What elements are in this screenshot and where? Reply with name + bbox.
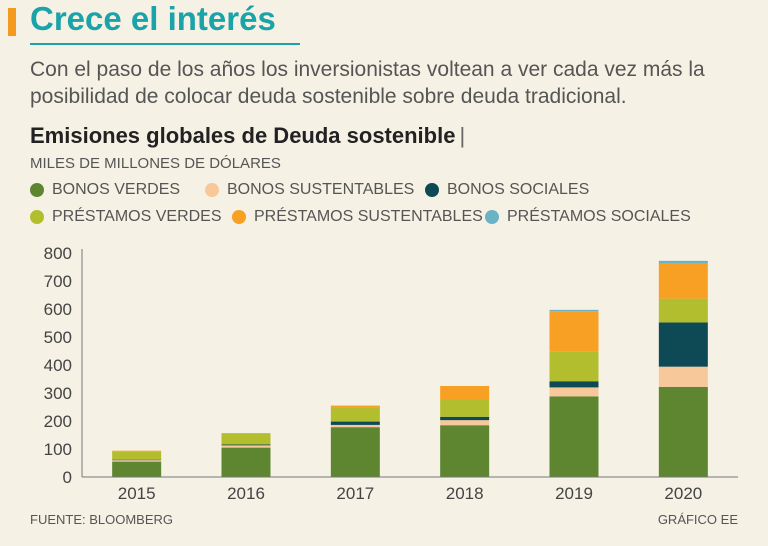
legend-label: BONOS SOCIALES: [447, 181, 590, 198]
legend-swatch: [30, 183, 44, 197]
page-title: Crece el interés: [30, 0, 276, 37]
legend-swatch: [30, 210, 44, 224]
legend-label: PRÉSTAMOS SOCIALES: [507, 208, 691, 225]
title-accent-bar: [8, 8, 16, 36]
bar-segment: [221, 444, 271, 446]
y-tick-label: 100: [44, 440, 72, 459]
legend-swatch: [205, 183, 219, 197]
y-tick-label: 200: [44, 412, 72, 431]
bar-segment: [440, 425, 490, 477]
legend-label: BONOS VERDES: [52, 181, 181, 198]
bar-segment: [549, 311, 599, 352]
bar-segment: [330, 421, 380, 425]
chart-units: MILES DE MILLONES DE DÓLARES: [30, 155, 281, 172]
legend-swatch: [425, 183, 439, 197]
bar-segment: [549, 396, 599, 477]
bar-segment: [112, 450, 162, 452]
bar-segment: [221, 433, 271, 434]
source-note: FUENTE: BLOOMBERG: [30, 512, 174, 527]
bar-segment: [549, 351, 599, 382]
bar-segment: [221, 433, 271, 445]
bar-segment: [112, 451, 162, 460]
legend-label: PRÉSTAMOS SUSTENTABLES: [254, 208, 483, 225]
bar-segment: [221, 445, 271, 448]
y-tick-label: 700: [44, 272, 72, 291]
legend-row-1: BONOS VERDES BONOS SUSTENTABLES BONOS SO…: [30, 181, 750, 199]
x-tick-label: 2018: [446, 484, 484, 503]
legend-item-bonos-sociales: BONOS SOCIALES: [425, 181, 589, 199]
chart-title: Emisiones globales de Deuda sostenible |: [30, 123, 465, 149]
y-tick-label: 0: [63, 468, 72, 487]
legend-item-prestamos-sustentables: PRÉSTAMOS SUSTENTABLES: [232, 208, 485, 226]
bar-segment: [549, 387, 599, 397]
bar-segment: [440, 420, 490, 426]
legend-label: BONOS SUSTENTABLES: [227, 181, 415, 198]
y-tick-label: 600: [44, 300, 72, 319]
chart-title-text: Emisiones globales de Deuda sostenible: [30, 123, 456, 148]
bar-segment: [549, 381, 599, 388]
legend-swatch: [485, 210, 499, 224]
x-tick-label: 2016: [227, 484, 265, 503]
bar-segment: [549, 309, 599, 312]
x-tick-label: 2019: [555, 484, 593, 503]
y-tick-label: 300: [44, 384, 72, 403]
page-subtitle: Con el paso de los años los inversionist…: [30, 58, 705, 108]
bar-segment: [112, 460, 162, 462]
bar-segment: [221, 447, 271, 477]
bar-segment: [658, 298, 708, 323]
y-tick-label: 400: [44, 356, 72, 375]
legend-label: PRÉSTAMOS VERDES: [52, 208, 222, 225]
bar-segment: [440, 386, 490, 400]
bar-segment: [112, 461, 162, 477]
legend-item-prestamos-sociales: PRÉSTAMOS SOCIALES: [485, 208, 691, 226]
legend-item-bonos-verdes: BONOS VERDES: [30, 181, 205, 199]
title-underline: [30, 43, 300, 45]
bar-segment: [440, 416, 490, 421]
bar-segment: [112, 459, 162, 461]
legend-item-bonos-sustentables: BONOS SUSTENTABLES: [205, 181, 425, 199]
bar-segment: [330, 407, 380, 422]
x-tick-label: 2017: [336, 484, 374, 503]
graphic-credit: GRÁFICO EE: [657, 512, 738, 527]
y-tick-label: 500: [44, 328, 72, 347]
bar-segment: [330, 405, 380, 408]
bar-segment: [330, 424, 380, 428]
y-tick-label: 800: [44, 244, 72, 263]
bar-segment: [658, 366, 708, 387]
x-tick-label: 2015: [118, 484, 156, 503]
bar-segment: [440, 400, 490, 417]
chart-title-suffix: |: [459, 123, 466, 148]
legend-swatch: [232, 210, 246, 224]
legend-row-2: PRÉSTAMOS VERDES PRÉSTAMOS SUSTENTABLES …: [30, 208, 750, 226]
legend-item-prestamos-verdes: PRÉSTAMOS VERDES: [30, 208, 232, 226]
x-tick-label: 2020: [664, 484, 702, 503]
bar-segment: [330, 427, 380, 477]
bar-segment: [658, 260, 708, 264]
bar-segment: [658, 386, 708, 477]
bar-segment: [658, 263, 708, 299]
bar-segment: [658, 322, 708, 367]
